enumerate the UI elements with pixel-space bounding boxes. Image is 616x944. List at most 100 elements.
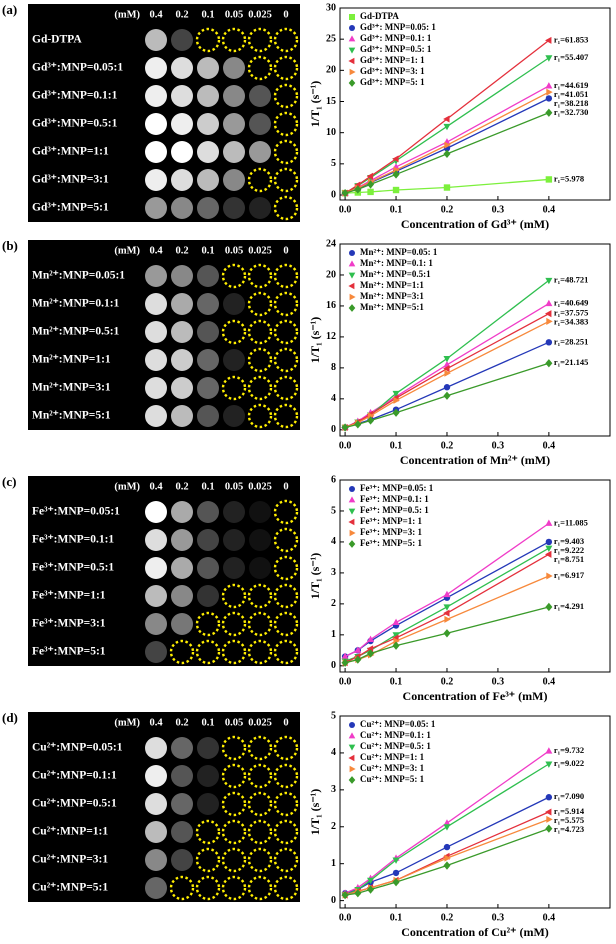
legend-marker — [349, 14, 355, 20]
row-label: Fe³⁺:MNP=5:1 — [32, 646, 106, 658]
marker — [545, 808, 552, 816]
legend-label: Gd³⁺: MNP=0.05: 1 — [360, 22, 436, 32]
row-label: Cu²⁺:MNP=5:1 — [32, 882, 108, 894]
phantom-well — [145, 877, 167, 899]
legend-marker — [349, 722, 355, 728]
marker — [392, 618, 400, 626]
plot-frame — [339, 7, 611, 201]
y-tick-label: 0 — [331, 189, 336, 200]
x-tick-label: 0.0 — [339, 912, 352, 923]
x-tick-label: 0.1 — [390, 676, 403, 687]
y-tick-label: 20 — [326, 269, 336, 280]
legend-marker — [348, 282, 355, 290]
empty-well — [273, 819, 299, 845]
phantom-well — [171, 321, 193, 343]
r1-annotation: r₁=4.723 — [554, 824, 584, 834]
column-label: 0.1 — [201, 481, 214, 492]
phantom-well — [145, 113, 167, 135]
marker — [545, 36, 552, 44]
marker — [443, 590, 451, 598]
phantom-well — [145, 557, 167, 579]
r1-annotation: r₁=21.145 — [554, 357, 589, 367]
phantom-well — [171, 585, 193, 607]
empty-well — [247, 27, 273, 53]
marker — [546, 815, 553, 823]
y-axis-title: 1/T₁ (s⁻¹) — [308, 553, 322, 600]
column-label: 0.4 — [149, 481, 163, 492]
marker — [366, 172, 374, 180]
marker — [341, 658, 349, 667]
empty-well — [273, 27, 299, 53]
marker — [392, 641, 400, 650]
phantom-well — [145, 377, 167, 399]
y-tick-label: 4 — [331, 747, 336, 758]
column-label: 0.2 — [175, 9, 188, 20]
marker — [545, 55, 553, 62]
phantom-well — [145, 321, 167, 343]
legend-marker — [348, 35, 356, 42]
phantom-well — [171, 793, 193, 815]
x-tick-label: 0.4 — [543, 676, 556, 687]
y-tick-label: 2 — [331, 821, 336, 832]
r1-annotation: r₁=6.917 — [554, 570, 585, 580]
legend-marker — [348, 260, 356, 267]
phantom-well — [171, 821, 193, 843]
marker — [443, 384, 451, 391]
legend-marker — [348, 508, 356, 515]
phantom-well — [171, 405, 193, 427]
column-label: 0.2 — [175, 245, 188, 256]
legend-label: Gd³⁺: MNP=5: 1 — [360, 77, 425, 87]
phantom-well — [197, 169, 219, 191]
empty-well — [247, 763, 273, 789]
empty-well — [247, 55, 273, 81]
empty-well — [273, 111, 299, 137]
phantom-well — [249, 113, 271, 135]
y-tick-label: 1 — [331, 858, 336, 869]
empty-well — [221, 639, 247, 665]
legend-label: Mn²⁺: MNP=0.05: 1 — [360, 247, 438, 257]
legend-marker — [349, 25, 355, 31]
marker — [443, 609, 450, 617]
phantom-well — [171, 849, 193, 871]
y-tick-label: 0 — [331, 660, 336, 671]
phantom-well — [197, 765, 219, 787]
column-label: 0.4 — [149, 245, 163, 256]
panel-label: (d) — [2, 710, 18, 725]
x-tick-label: 0.4 — [543, 440, 556, 451]
empty-well — [273, 291, 299, 317]
phantom-well — [249, 197, 271, 219]
marker — [367, 877, 375, 885]
x-tick-label: 0.4 — [543, 204, 556, 215]
r1-annotation: r₁=48.721 — [554, 274, 589, 284]
marker — [392, 632, 400, 639]
marker — [545, 761, 553, 768]
phantom-well — [197, 197, 219, 219]
x-tick-label: 0.3 — [492, 676, 505, 687]
phantom-well — [171, 169, 193, 191]
phantom-well — [145, 141, 167, 163]
legend-marker — [348, 776, 356, 784]
phantom-well — [197, 349, 219, 371]
marker — [367, 885, 375, 894]
empty-well — [195, 639, 221, 665]
phantom-well — [171, 57, 193, 79]
empty-well — [247, 819, 273, 845]
r1-annotation: r₁=40.649 — [554, 298, 589, 308]
phantom-well — [145, 585, 167, 607]
y-tick-label: 10 — [326, 127, 336, 138]
row-label: Cu²⁺:MNP=0.5:1 — [32, 798, 117, 810]
marker — [443, 629, 451, 638]
r1-annotation: r₁=34.383 — [554, 317, 589, 327]
phantom-well — [171, 113, 193, 135]
phantom-well — [145, 85, 167, 107]
empty-well — [247, 319, 273, 345]
empty-well — [273, 639, 299, 665]
y-tick-label: 4 — [331, 393, 336, 404]
row-label: Mn²⁺:MNP=5:1 — [32, 410, 111, 422]
column-label: 0.4 — [149, 717, 163, 728]
r1-annotation: r₁=55.407 — [554, 52, 589, 62]
marker — [392, 186, 400, 194]
phantom-well — [145, 197, 167, 219]
empty-well — [247, 639, 273, 665]
